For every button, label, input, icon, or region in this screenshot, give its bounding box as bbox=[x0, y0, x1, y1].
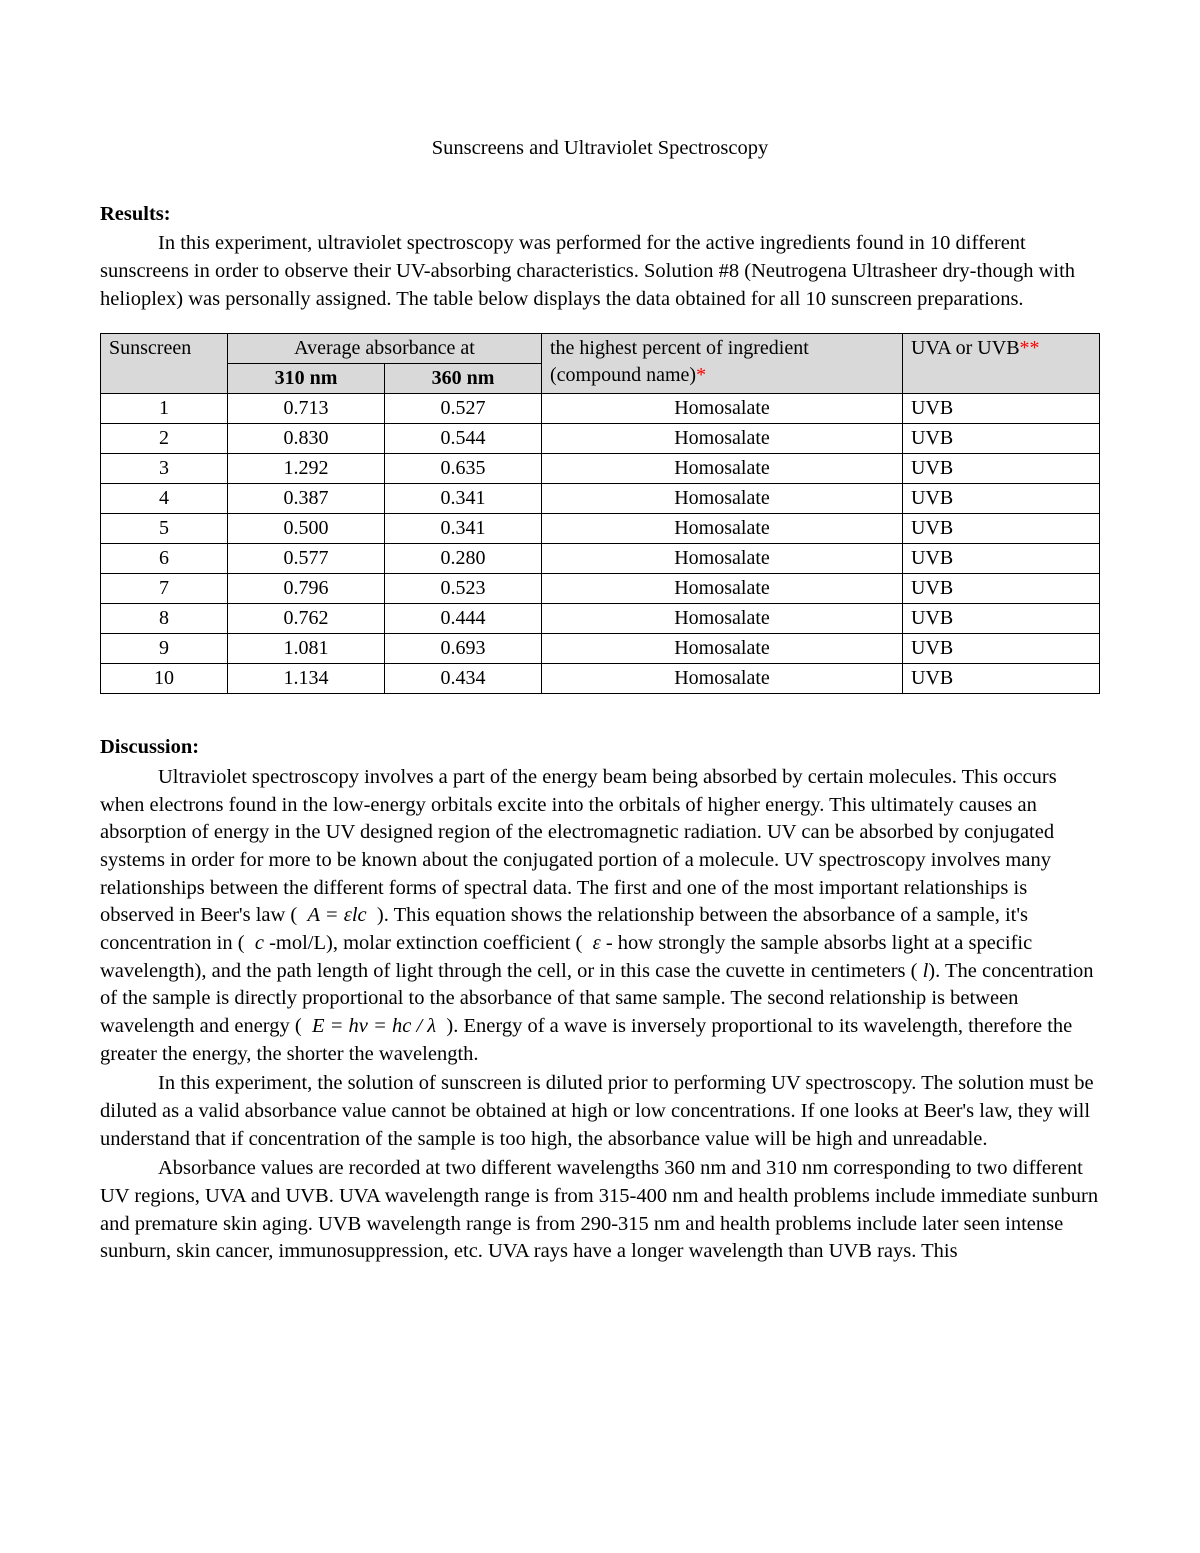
table-body: 10.7130.527HomosalateUVB20.8300.544Homos… bbox=[101, 394, 1100, 694]
col-header-310nm: 310 nm bbox=[228, 364, 385, 394]
col-header-compound-line2: (compound name) bbox=[550, 364, 696, 386]
cell-absorbance-360: 0.544 bbox=[385, 424, 542, 454]
cell-sunscreen-num: 2 bbox=[101, 424, 228, 454]
table-row: 31.2920.635HomosalateUVB bbox=[101, 454, 1100, 484]
discussion-paragraph-1: Ultraviolet spectroscopy involves a part… bbox=[100, 764, 1100, 1068]
cell-absorbance-360: 0.341 bbox=[385, 514, 542, 544]
disc-p1-text-a: Ultraviolet spectroscopy involves a part… bbox=[100, 766, 1057, 926]
cell-uv-type: UVB bbox=[903, 394, 1100, 424]
table-row: 80.7620.444HomosalateUVB bbox=[101, 604, 1100, 634]
cell-compound: Homosalate bbox=[542, 424, 903, 454]
cell-compound: Homosalate bbox=[542, 394, 903, 424]
cell-compound: Homosalate bbox=[542, 634, 903, 664]
results-paragraph: In this experiment, ultraviolet spectros… bbox=[100, 230, 1100, 313]
cell-absorbance-310: 1.134 bbox=[228, 664, 385, 694]
cell-uv-type: UVB bbox=[903, 514, 1100, 544]
cell-absorbance-360: 0.527 bbox=[385, 394, 542, 424]
cell-absorbance-360: 0.444 bbox=[385, 604, 542, 634]
c-paren-open: ( bbox=[238, 932, 245, 954]
cell-absorbance-360: 0.434 bbox=[385, 664, 542, 694]
cell-compound: Homosalate bbox=[542, 484, 903, 514]
table-head-row-1: Sunscreen Average absorbance at the high… bbox=[101, 334, 1100, 364]
cell-sunscreen-num: 6 bbox=[101, 544, 228, 574]
asterisk-red-1: * bbox=[696, 364, 706, 386]
cell-compound: Homosalate bbox=[542, 604, 903, 634]
energy-eq-open: ( bbox=[295, 1015, 302, 1037]
energy-equation: E = hv = hc / λ bbox=[312, 1015, 436, 1037]
symbol-c: c bbox=[255, 932, 264, 954]
beer-law-equation: A = εlc bbox=[308, 904, 367, 926]
cell-uv-type: UVB bbox=[903, 664, 1100, 694]
cell-absorbance-310: 0.830 bbox=[228, 424, 385, 454]
l-close: ). bbox=[928, 960, 940, 982]
cell-absorbance-360: 0.523 bbox=[385, 574, 542, 604]
absorbance-table: Sunscreen Average absorbance at the high… bbox=[100, 333, 1100, 694]
cell-sunscreen-num: 5 bbox=[101, 514, 228, 544]
document-title: Sunscreens and Ultraviolet Spectroscopy bbox=[100, 135, 1100, 163]
table-row: 91.0810.693HomosalateUVB bbox=[101, 634, 1100, 664]
results-heading: Results: bbox=[100, 201, 1100, 229]
cell-absorbance-360: 0.693 bbox=[385, 634, 542, 664]
discussion-section: Discussion: Ultraviolet spectroscopy inv… bbox=[100, 734, 1100, 1266]
col-header-uva-uvb: UVA or UVB** bbox=[903, 334, 1100, 394]
col-header-360nm: 360 nm bbox=[385, 364, 542, 394]
discussion-heading: Discussion: bbox=[100, 734, 1100, 762]
cell-sunscreen-num: 8 bbox=[101, 604, 228, 634]
cell-compound: Homosalate bbox=[542, 544, 903, 574]
page: Sunscreens and Ultraviolet Spectroscopy … bbox=[0, 0, 1200, 1346]
table-row: 60.5770.280HomosalateUVB bbox=[101, 544, 1100, 574]
cell-uv-type: UVB bbox=[903, 634, 1100, 664]
c-rest: -mol/L), molar extinction coefficient ( bbox=[264, 932, 588, 954]
col-header-compound: the highest percent of ingredient (compo… bbox=[542, 334, 903, 394]
table-head: Sunscreen Average absorbance at the high… bbox=[101, 334, 1100, 394]
table-row: 70.7960.523HomosalateUVB bbox=[101, 574, 1100, 604]
cell-uv-type: UVB bbox=[903, 604, 1100, 634]
cell-compound: Homosalate bbox=[542, 574, 903, 604]
cell-compound: Homosalate bbox=[542, 664, 903, 694]
symbol-epsilon: ε bbox=[593, 932, 601, 954]
cell-sunscreen-num: 3 bbox=[101, 454, 228, 484]
col-header-compound-line1: the highest percent of ingredient bbox=[550, 337, 809, 359]
cell-sunscreen-num: 4 bbox=[101, 484, 228, 514]
table-row: 101.1340.434HomosalateUVB bbox=[101, 664, 1100, 694]
beer-eq-open: ( bbox=[290, 904, 297, 926]
cell-uv-type: UVB bbox=[903, 484, 1100, 514]
cell-sunscreen-num: 9 bbox=[101, 634, 228, 664]
cell-absorbance-360: 0.341 bbox=[385, 484, 542, 514]
cell-absorbance-310: 1.081 bbox=[228, 634, 385, 664]
discussion-paragraph-2: In this experiment, the solution of suns… bbox=[100, 1070, 1100, 1153]
beer-eq-close: ) bbox=[377, 904, 384, 926]
cell-absorbance-310: 0.577 bbox=[228, 544, 385, 574]
cell-absorbance-310: 0.387 bbox=[228, 484, 385, 514]
cell-sunscreen-num: 1 bbox=[101, 394, 228, 424]
table-row: 50.5000.341HomosalateUVB bbox=[101, 514, 1100, 544]
cell-absorbance-310: 0.762 bbox=[228, 604, 385, 634]
table-row: 40.3870.341HomosalateUVB bbox=[101, 484, 1100, 514]
discussion-paragraph-3: Absorbance values are recorded at two di… bbox=[100, 1155, 1100, 1266]
cell-absorbance-310: 0.796 bbox=[228, 574, 385, 604]
cell-compound: Homosalate bbox=[542, 454, 903, 484]
cell-sunscreen-num: 10 bbox=[101, 664, 228, 694]
cell-uv-type: UVB bbox=[903, 454, 1100, 484]
results-section: Results: In this experiment, ultraviolet… bbox=[100, 201, 1100, 314]
col-header-sunscreen: Sunscreen bbox=[101, 334, 228, 394]
col-header-avg-absorbance: Average absorbance at bbox=[228, 334, 542, 364]
cell-sunscreen-num: 7 bbox=[101, 574, 228, 604]
cell-uv-type: UVB bbox=[903, 544, 1100, 574]
cell-absorbance-360: 0.635 bbox=[385, 454, 542, 484]
cell-absorbance-360: 0.280 bbox=[385, 544, 542, 574]
cell-compound: Homosalate bbox=[542, 514, 903, 544]
asterisk-red-2: ** bbox=[1020, 337, 1040, 359]
cell-absorbance-310: 0.500 bbox=[228, 514, 385, 544]
cell-absorbance-310: 1.292 bbox=[228, 454, 385, 484]
col-header-uv-text: UVA or UVB bbox=[911, 337, 1020, 359]
cell-absorbance-310: 0.713 bbox=[228, 394, 385, 424]
cell-uv-type: UVB bbox=[903, 574, 1100, 604]
table-row: 10.7130.527HomosalateUVB bbox=[101, 394, 1100, 424]
table-row: 20.8300.544HomosalateUVB bbox=[101, 424, 1100, 454]
cell-uv-type: UVB bbox=[903, 424, 1100, 454]
